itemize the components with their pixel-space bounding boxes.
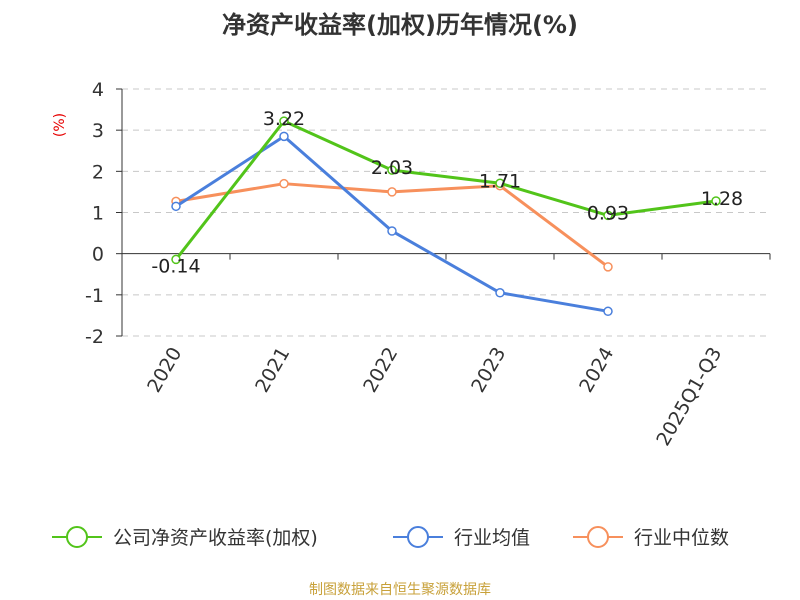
y-tick-label: -1 — [85, 285, 104, 307]
x-tick-label: 2025Q1-Q3 — [652, 344, 726, 450]
y-tick-label: 4 — [92, 79, 104, 101]
y-tick-label: 3 — [92, 120, 104, 142]
x-tick-label: 2024 — [575, 344, 618, 397]
legend-marker-0 — [66, 526, 88, 548]
x-tick-label: 2022 — [359, 344, 402, 397]
legend-marker-1 — [407, 526, 429, 548]
x-tick-label: 2020 — [143, 344, 186, 397]
series-point-1 — [171, 201, 181, 212]
y-tick-label: 2 — [92, 161, 104, 183]
series-point-0 — [279, 116, 289, 126]
data-labels: -0.14 3.22 2.03 1.71 0.93 1.28 — [151, 108, 743, 277]
series-lines — [171, 116, 721, 317]
legend-label-0: 公司净资产收益率(加权) — [113, 527, 318, 549]
data-label: 1.71 — [479, 170, 521, 192]
series-point-2 — [279, 178, 289, 189]
series-line-0 — [174, 119, 717, 261]
y-tick-label: 0 — [92, 244, 104, 266]
y-tick-labels: 4 3 2 1 0 -1 -2 — [85, 79, 104, 348]
series-point-1 — [279, 131, 289, 142]
data-label: 3.22 — [263, 108, 305, 130]
chart-title: 净资产收益率(加权)历年情况(%) — [222, 11, 578, 39]
y-tick-label: 1 — [92, 203, 104, 225]
y-tick-label: -2 — [85, 326, 104, 348]
x-tick-labels: 2020 2021 2022 2023 2024 2025Q1-Q3 — [143, 344, 726, 450]
series-point-2 — [603, 262, 613, 272]
series-point-0 — [711, 196, 721, 206]
series-point-1 — [495, 288, 505, 298]
series-point-2 — [387, 187, 397, 197]
legend-label-2: 行业中位数 — [634, 527, 729, 549]
grid-lines — [122, 88, 770, 337]
data-label: 1.28 — [701, 188, 743, 210]
source-note: 制图数据来自恒生聚源数据库 — [309, 582, 491, 598]
series-point-0 — [171, 254, 181, 265]
legend-marker-2 — [587, 526, 609, 548]
data-label: 0.93 — [587, 202, 629, 224]
x-tick-label: 2023 — [467, 344, 510, 397]
series-point-1 — [603, 306, 613, 317]
series-point-0 — [603, 210, 613, 221]
series-point-0 — [387, 165, 397, 175]
series-point-1 — [387, 226, 397, 236]
y-axis-unit: (%) — [52, 113, 68, 137]
data-label: 2.03 — [371, 157, 413, 179]
series-point-0 — [495, 178, 505, 189]
legend: 公司净资产收益率(加权) 行业均值 行业中位数 — [52, 526, 729, 549]
data-label: -0.14 — [151, 255, 200, 277]
legend-label-1: 行业均值 — [454, 527, 530, 549]
x-tick-label: 2021 — [251, 344, 294, 397]
axes — [116, 88, 771, 337]
